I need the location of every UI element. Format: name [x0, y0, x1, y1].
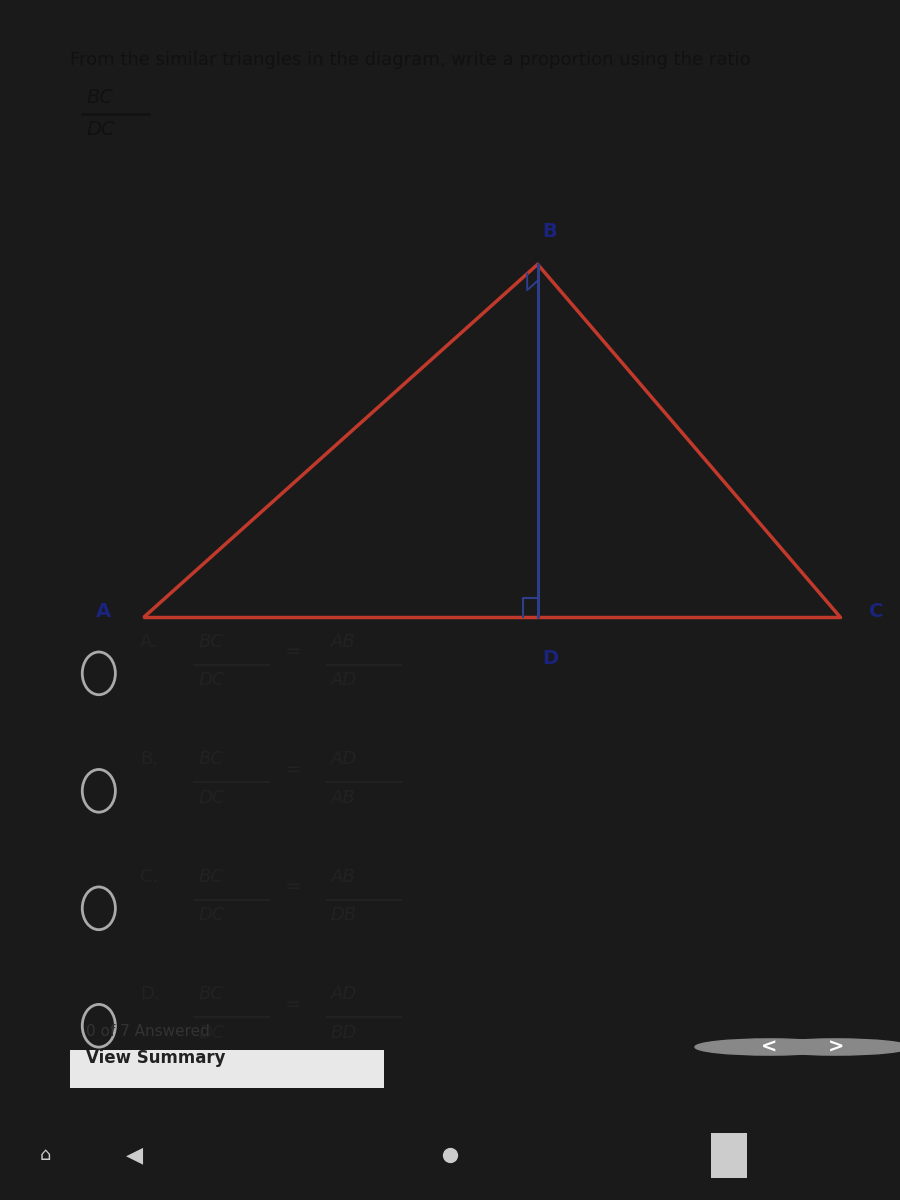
Text: DC: DC — [198, 1024, 225, 1042]
Text: DC: DC — [86, 120, 115, 139]
Text: BC: BC — [198, 632, 223, 650]
Text: From the similar triangles in the diagram, write a proportion using the ratio: From the similar triangles in the diagra… — [70, 50, 751, 68]
Text: AB: AB — [330, 788, 356, 806]
Text: BD: BD — [330, 1024, 357, 1042]
Text: =: = — [285, 995, 302, 1014]
Text: A.: A. — [140, 632, 158, 650]
Text: AD: AD — [330, 671, 357, 689]
Circle shape — [695, 1039, 844, 1055]
Text: AD: AD — [330, 985, 357, 1003]
Text: =: = — [285, 760, 302, 779]
Text: >: > — [828, 1038, 844, 1056]
Text: C.: C. — [140, 868, 158, 886]
Text: AD: AD — [330, 750, 357, 768]
Text: 0 of 7 Answered: 0 of 7 Answered — [86, 1025, 211, 1039]
Text: BC: BC — [86, 88, 113, 107]
Text: B: B — [543, 222, 557, 241]
Text: C: C — [868, 602, 883, 620]
Text: =: = — [285, 642, 302, 661]
Text: AB: AB — [330, 868, 356, 886]
Text: D.: D. — [140, 985, 160, 1003]
Text: DC: DC — [198, 671, 225, 689]
Text: A: A — [96, 602, 112, 620]
Text: DB: DB — [330, 906, 357, 924]
Text: <: < — [761, 1038, 778, 1056]
Circle shape — [761, 1039, 900, 1055]
Text: BC: BC — [198, 868, 223, 886]
Text: View Summary: View Summary — [86, 1049, 226, 1067]
Text: AB: AB — [330, 632, 356, 650]
FancyBboxPatch shape — [70, 1050, 384, 1087]
Text: =: = — [285, 877, 302, 896]
Text: B.: B. — [140, 750, 158, 768]
Text: BC: BC — [198, 985, 223, 1003]
FancyBboxPatch shape — [711, 1133, 747, 1177]
Text: BC: BC — [198, 750, 223, 768]
Text: D: D — [542, 649, 558, 667]
Text: ◀: ◀ — [126, 1145, 144, 1165]
Text: DC: DC — [198, 906, 225, 924]
Text: DC: DC — [198, 788, 225, 806]
Text: ⌂: ⌂ — [40, 1146, 50, 1164]
